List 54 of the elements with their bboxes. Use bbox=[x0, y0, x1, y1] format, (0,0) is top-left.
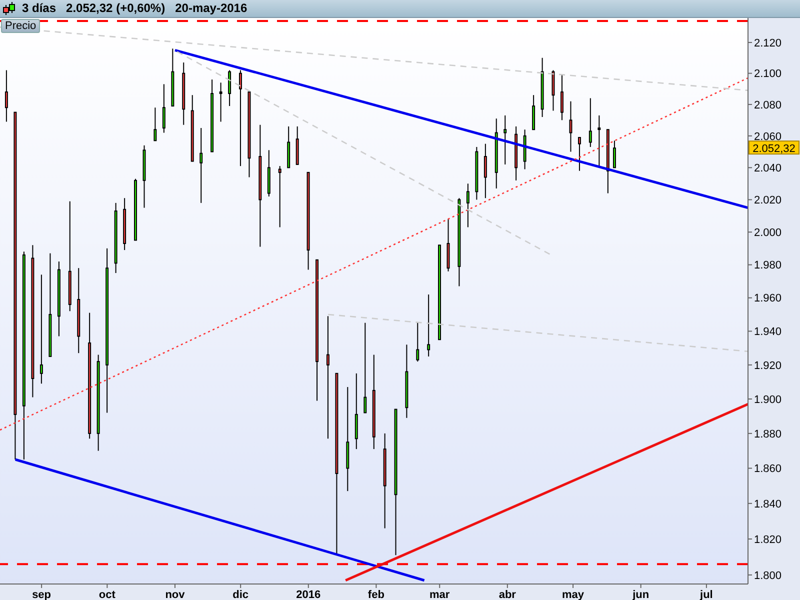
candlestick bbox=[238, 70, 242, 167]
candlestick bbox=[598, 114, 601, 167]
candlestick bbox=[560, 74, 564, 121]
candlestick bbox=[427, 294, 430, 357]
y-tick-label: 1.960 bbox=[754, 292, 782, 305]
candlestick bbox=[466, 183, 470, 228]
y-tick-label: 2.100 bbox=[754, 68, 782, 80]
x-tick-label: dic bbox=[232, 588, 249, 600]
y-tick-label: 1.980 bbox=[754, 260, 782, 272]
x-tick-label: jul bbox=[699, 588, 713, 600]
y-tick-label: 2.080 bbox=[754, 99, 782, 112]
y-tick-label: 2.120 bbox=[754, 37, 782, 50]
x-tick-label: sep bbox=[32, 588, 52, 600]
candlestick bbox=[588, 98, 592, 148]
candlestick bbox=[504, 114, 507, 165]
y-tick-label: 1.880 bbox=[754, 428, 782, 440]
y-tick-label: 2.060 bbox=[754, 130, 782, 143]
x-tick-label: 2016 bbox=[296, 588, 321, 600]
candlestick bbox=[154, 107, 157, 142]
y-tick-label: 1.940 bbox=[754, 326, 782, 338]
chart-title: 3 días 2.052,32 (+0,60%) 20-may-2016 bbox=[22, 1, 248, 15]
candlestick bbox=[162, 84, 166, 134]
x-tick-label: oct bbox=[98, 588, 116, 600]
candlestick bbox=[4, 70, 8, 122]
candlestick bbox=[612, 140, 616, 168]
candlestick bbox=[326, 316, 330, 440]
x-tick-label: may bbox=[562, 588, 585, 600]
candlestick bbox=[578, 136, 581, 172]
candlestick bbox=[40, 274, 43, 384]
candlestick bbox=[416, 322, 420, 362]
candlestick bbox=[228, 70, 232, 107]
candlestick bbox=[364, 322, 367, 414]
y-tick-label: 1.800 bbox=[754, 570, 782, 582]
y-tick-label: 2.040 bbox=[754, 162, 782, 175]
y-tick-label: 1.860 bbox=[754, 463, 782, 476]
y-tick-label: 2.000 bbox=[754, 226, 782, 239]
y-tick-label: 1.840 bbox=[754, 498, 782, 510]
candlestick bbox=[278, 166, 282, 228]
y-tick-label: 1.900 bbox=[754, 394, 782, 406]
x-tick-label: feb bbox=[368, 588, 385, 600]
text: 2.052,32 bbox=[752, 143, 796, 156]
candlestick bbox=[484, 143, 487, 199]
y-tick-label: 1.920 bbox=[754, 360, 782, 372]
candlestick bbox=[532, 94, 536, 130]
x-tick-label: abr bbox=[498, 588, 517, 600]
candlestick bbox=[219, 82, 222, 122]
y-tick-label: 1.820 bbox=[754, 534, 782, 546]
y-tick-label: 2.020 bbox=[754, 194, 782, 207]
annotation: Precio bbox=[1, 19, 40, 33]
candlestick bbox=[569, 100, 572, 152]
x-tick-label: nov bbox=[165, 588, 186, 600]
x-tick-label: jun bbox=[632, 588, 650, 600]
x-tick-label: mar bbox=[430, 588, 450, 600]
candlestick bbox=[200, 128, 203, 204]
